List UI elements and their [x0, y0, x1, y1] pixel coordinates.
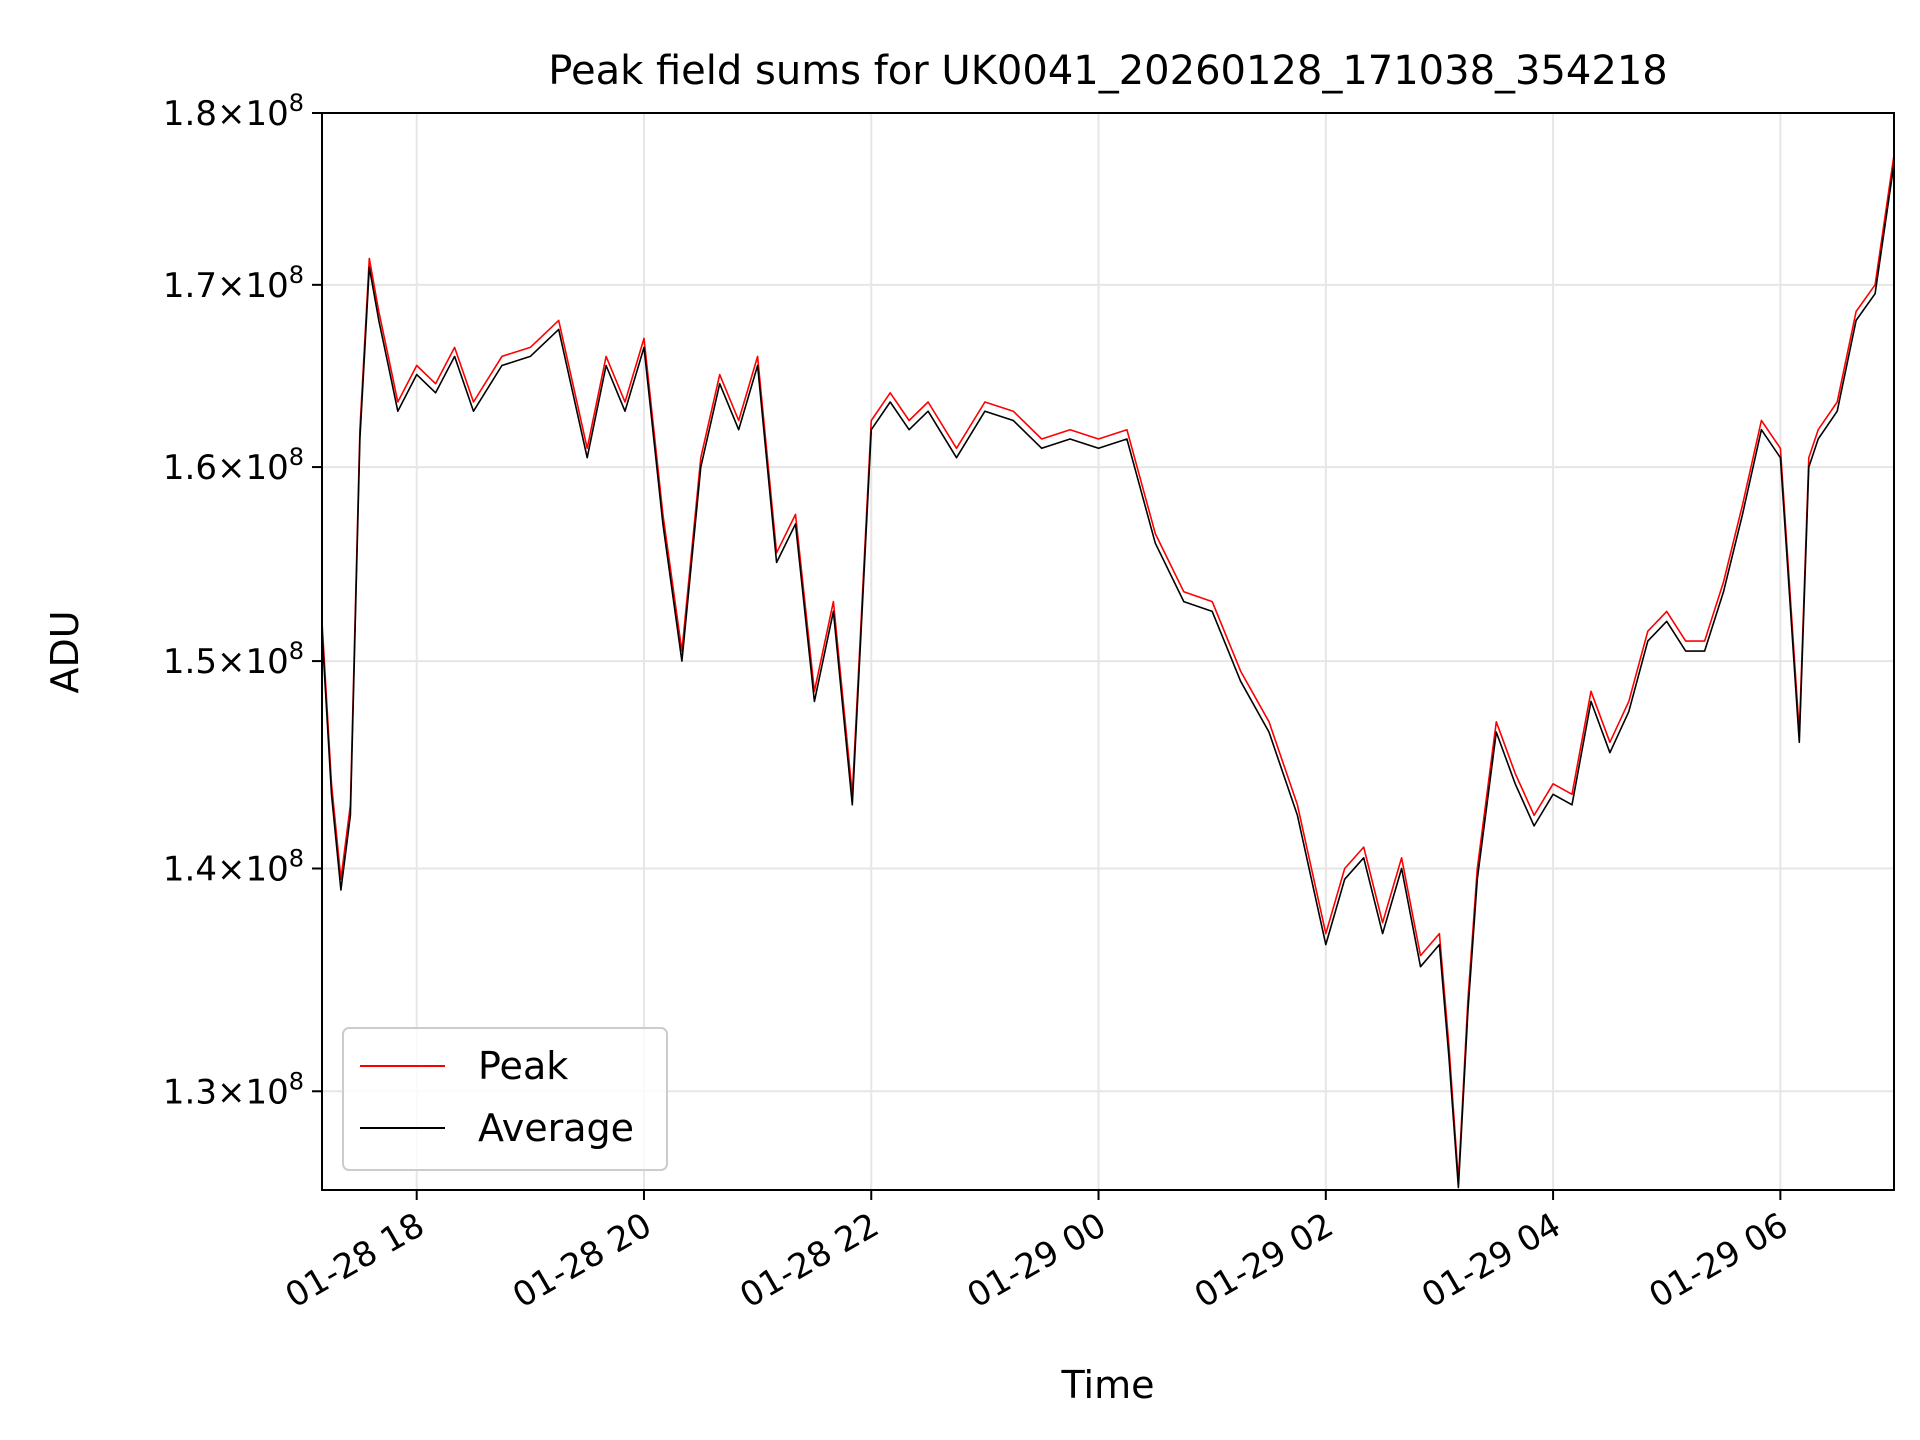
y-tick-mantissa: 1.4: [163, 849, 217, 889]
y-tick-exponent: 8: [289, 844, 304, 872]
y-tick-exponent: 8: [289, 261, 304, 289]
y-tick-label: 1.8×108: [163, 89, 304, 134]
y-tick-exponent: 8: [289, 637, 304, 665]
y-axis-ticks: 1.3×1081.4×1081.5×1081.6×1081.7×1081.8×1…: [163, 89, 322, 1112]
y-tick-times: ×10: [217, 1072, 289, 1112]
y-tick-label: 1.7×108: [163, 261, 304, 306]
y-tick-mantissa: 1.6: [163, 448, 217, 488]
legend-peak-label: Peak: [478, 1044, 568, 1088]
y-tick-label: 1.3×108: [163, 1067, 304, 1112]
plot-frame: [321, 112, 1895, 1191]
y-tick-mantissa: 1.5: [163, 642, 217, 682]
y-tick-times: ×10: [217, 849, 289, 889]
x-axis-label: Time: [1061, 1363, 1155, 1407]
series-lines: [321, 154, 1895, 1189]
legend-average-label: Average: [478, 1106, 634, 1150]
y-tick-mantissa: 1.7: [163, 266, 217, 306]
y-tick-mantissa: 1.3: [163, 1072, 217, 1112]
y-tick-exponent: 8: [289, 443, 304, 471]
y-tick-label: 1.6×108: [163, 443, 304, 488]
series-line-peak: [321, 154, 1895, 1182]
y-tick-exponent: 8: [289, 1067, 304, 1095]
y-tick-label: 1.4×108: [163, 844, 304, 889]
series-line-average: [321, 163, 1895, 1189]
y-axis-label: ADU: [43, 610, 87, 693]
y-tick-label: 1.5×108: [163, 637, 304, 682]
y-tick-times: ×10: [217, 266, 289, 306]
legend: Peak Average: [342, 1027, 668, 1171]
legend-box: [342, 1027, 668, 1171]
y-tick-times: ×10: [217, 94, 289, 134]
y-tick-times: ×10: [217, 448, 289, 488]
y-tick-times: ×10: [217, 642, 289, 682]
y-tick-mantissa: 1.8: [163, 94, 217, 134]
y-tick-exponent: 8: [289, 89, 304, 117]
chart-title: Peak field sums for UK0041_20260128_1710…: [548, 48, 1667, 94]
